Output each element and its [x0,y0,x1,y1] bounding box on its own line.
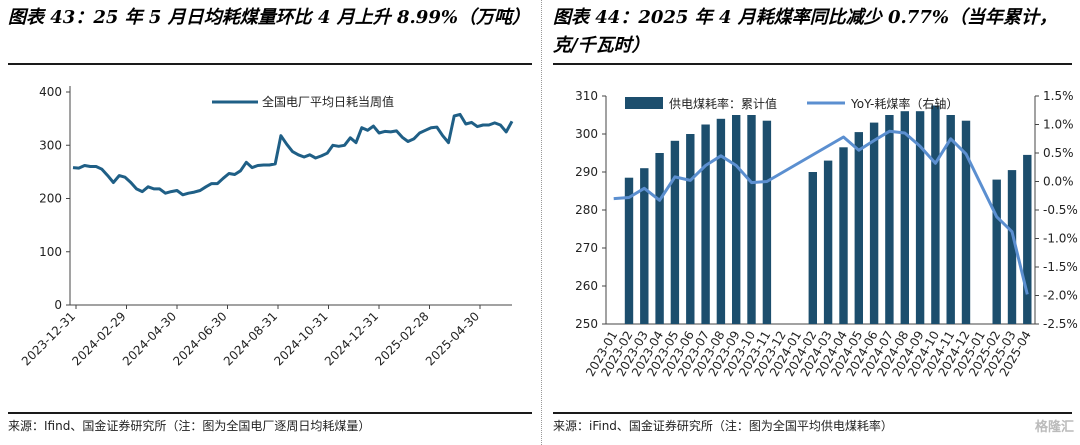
right-right-tick-label: -2.0% [1043,289,1078,303]
right-bar [946,115,955,324]
right-figure-panel: 图表 44：2025 年 4 月耗煤率同比减少 0.77%（当年累计，克/千瓦时… [545,0,1080,445]
right-bar [670,140,680,324]
right-bar [716,118,726,324]
right-right-tick-label: -1.5% [1043,260,1078,274]
right-bar [808,172,817,324]
right-right-tick-label: -0.5% [1043,203,1078,217]
left-y-tick-label: 300 [39,138,62,152]
right-bar [900,111,909,324]
right-bar [701,124,710,324]
right-combo-chart: 250 260 270 280 290 300 310 -2.5% -2.0% -1.5% -1.0… [575,89,1078,379]
right-title-divider [553,63,1072,65]
right-figure-title: 图表 44：2025 年 4 月耗煤率同比减少 0.77%（当年累计，克/千瓦时… [553,7,1057,56]
right-bar [885,115,894,324]
right-bar [762,120,772,324]
right-bar [931,105,940,324]
right-left-tick-label: 280 [575,203,598,217]
right-bar [1023,154,1032,324]
right-source-note: 来源：iFind、国金证券研究所（注：图为全国平均供电煤耗率） [553,419,893,433]
right-yoy-line [613,129,1029,295]
right-bar [1007,170,1017,324]
right-bar [747,115,756,324]
left-y-tick-label: 100 [39,245,62,259]
right-bar [961,120,971,324]
left-y-tick-label: 200 [39,192,62,206]
right-legend-bar-swatch [625,97,663,109]
right-bar [655,153,664,324]
left-legend-label: 全国电厂平均日耗当周值 [262,94,394,109]
left-y-tick-label: 0 [54,298,62,312]
left-source-divider [8,412,532,414]
watermark-logo: 格隆汇 [1034,420,1074,435]
right-bar [640,168,649,324]
right-left-tick-label: 310 [575,89,598,103]
right-left-tick-label: 290 [575,165,598,179]
right-left-tick-label: 300 [575,127,598,141]
right-right-tick-label: 1.5% [1043,89,1074,103]
left-figure-title: 图表 43：25 年 5 月日均耗煤量环比 4 月上升 8.99%（万吨） [8,7,530,28]
right-right-tick-label: -2.5% [1043,317,1078,331]
left-source-note: 来源：Ifind、国金证券研究所（注：图为全国电厂逐周日均耗煤量） [8,419,371,433]
right-bar [915,111,925,324]
left-figure-panel: 图表 43：25 年 5 月日均耗煤量环比 4 月上升 8.99%（万吨） 0 1… [8,7,532,433]
right-left-tick-label: 260 [575,279,598,293]
right-bar [732,115,741,324]
right-bar [854,132,863,324]
right-right-tick-label: -1.0% [1043,232,1078,246]
right-legend-bar-label: 供电煤耗率：累计值 [669,96,777,111]
left-title-divider [8,63,532,65]
right-right-tick-label: 0.0% [1043,175,1074,189]
right-left-tick-label: 270 [575,241,598,255]
left-y-tick-label: 400 [39,85,62,99]
panel-separator [541,0,543,445]
right-right-tick-label: 0.5% [1043,146,1074,160]
left-series-line [72,112,514,197]
right-bar [823,160,833,324]
right-bar [624,177,634,324]
right-bar [992,179,1001,324]
right-right-tick-label: 1.0% [1043,118,1074,132]
right-bar [686,134,695,324]
right-bar [839,147,848,324]
left-x-tick-label: 2025-04-30 [423,309,482,368]
right-legend-line-label: YoY-耗煤率（右轴） [850,96,958,111]
right-left-tick-label: 250 [575,317,598,331]
right-bar [869,122,879,324]
right-source-divider [553,412,1072,414]
left-line-chart: 01002003004002023-12-312024-02-292024-04… [19,85,514,368]
